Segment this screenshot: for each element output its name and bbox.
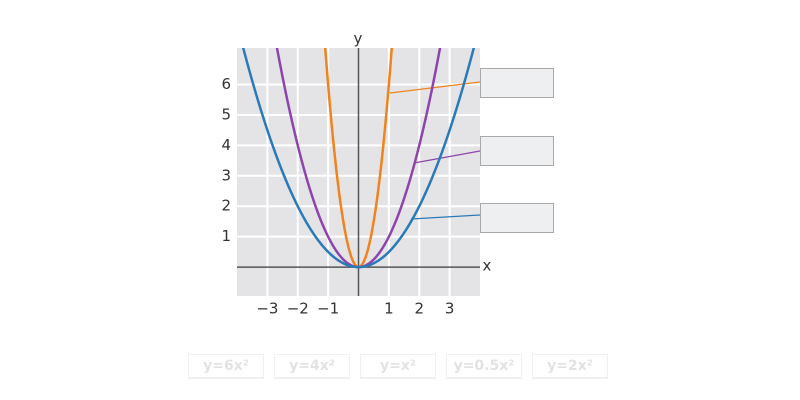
option-chip[interactable]: y=6x² xyxy=(188,354,264,379)
x-tick-label: 2 xyxy=(414,300,424,318)
y-axis-label: y xyxy=(354,30,363,48)
option-chip[interactable]: y=0.5x² xyxy=(446,354,522,379)
x-tick-label: 1 xyxy=(384,300,394,318)
option-list: y=6x² y=4x² y=x² y=0.5x² y=2x² xyxy=(188,354,608,379)
leader-line xyxy=(410,214,481,220)
x-tick-label: −2 xyxy=(287,300,309,318)
y-tick-label: 5 xyxy=(221,105,231,123)
parabola xyxy=(241,48,476,269)
option-chip[interactable]: y=x² xyxy=(360,354,436,379)
x-axis-label: x xyxy=(483,257,492,275)
y-tick-label: 4 xyxy=(221,136,231,154)
drop-box[interactable] xyxy=(480,136,554,166)
x-tick-label: −3 xyxy=(256,300,278,318)
x-tick-label: 3 xyxy=(445,300,455,318)
x-tick-label: −1 xyxy=(317,300,339,318)
option-chip[interactable]: y=2x² xyxy=(532,354,608,379)
option-chip[interactable]: y=4x² xyxy=(274,354,350,379)
y-tick-label: 1 xyxy=(221,227,231,245)
drop-box[interactable] xyxy=(480,203,554,233)
drop-box[interactable] xyxy=(480,68,554,98)
leader-line xyxy=(413,150,481,164)
y-tick-label: 3 xyxy=(221,166,231,184)
y-tick-label: 6 xyxy=(221,75,231,93)
y-tick-label: 2 xyxy=(221,197,231,215)
